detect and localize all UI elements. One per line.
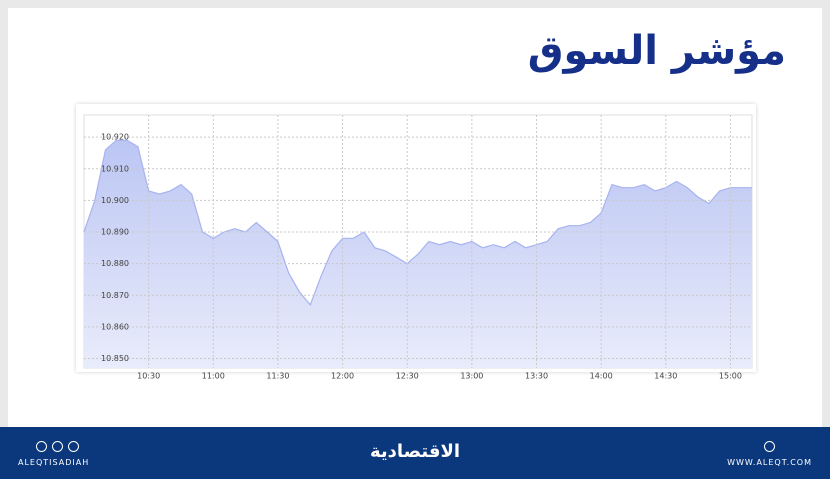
x-tick-label: 14:30 xyxy=(654,372,677,381)
facebook-icon xyxy=(52,441,63,452)
social-handle: ALEQTISADIAH xyxy=(18,458,90,467)
x-tick-label: 13:30 xyxy=(525,372,548,381)
title: مؤشر السوق xyxy=(527,28,786,74)
instagram-icon xyxy=(36,441,47,452)
footer: ALEQTISADIAH الاقتصادية WWW.ALEQT.COM xyxy=(0,427,830,479)
y-tick-label: 10.880 xyxy=(101,259,129,268)
x-tick-label: 15:00 xyxy=(719,372,742,381)
brand: الاقتصادية xyxy=(369,441,461,462)
web-icon xyxy=(764,441,775,452)
x-tick-label: 13:00 xyxy=(460,372,483,381)
y-tick-label: 10.910 xyxy=(101,164,129,173)
x-tick-label: 12:30 xyxy=(396,372,419,381)
x-tick-label: 11:00 xyxy=(202,372,225,381)
x-tick-label: 11:30 xyxy=(266,372,289,381)
y-tick-label: 10.850 xyxy=(101,354,129,363)
y-tick-label: 10.900 xyxy=(101,196,129,205)
x-tick-label: 10:30 xyxy=(137,372,160,381)
website: WWW.ALEQT.COM xyxy=(727,458,812,467)
x-tick-label: 12:00 xyxy=(331,372,354,381)
line xyxy=(83,139,752,306)
y-tick-label: 10.860 xyxy=(101,322,129,331)
y-tick-label: 10.890 xyxy=(101,228,129,237)
twitter-icon xyxy=(68,441,79,452)
y-tick-label: 10.920 xyxy=(101,133,129,142)
x-tick-label: 14:00 xyxy=(590,372,613,381)
y-tick-label: 10.870 xyxy=(101,291,129,300)
